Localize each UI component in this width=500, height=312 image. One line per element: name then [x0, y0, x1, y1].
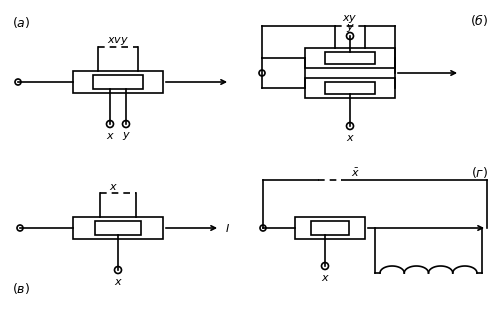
Text: $(б)$: $(б)$ — [470, 12, 488, 28]
Bar — [295, 217, 365, 239]
Bar — [311, 221, 349, 235]
Text: $x$: $x$ — [106, 131, 114, 141]
Bar — [325, 82, 375, 94]
Bar — [73, 217, 163, 239]
Text: $x$: $x$ — [320, 273, 330, 283]
Text: $xvy$: $xvy$ — [107, 35, 129, 47]
Text: $y$: $y$ — [346, 22, 354, 34]
Text: $\bar{x}$: $\bar{x}$ — [350, 167, 360, 179]
Bar — [95, 221, 141, 235]
Text: $y$: $y$ — [122, 130, 130, 142]
Text: $x$: $x$ — [114, 277, 122, 287]
Bar — [305, 78, 395, 98]
Text: $(в)$: $(в)$ — [12, 281, 30, 296]
Text: $x$: $x$ — [108, 182, 118, 192]
Bar — [73, 71, 163, 93]
Text: $(г)$: $(г)$ — [470, 165, 488, 180]
Bar — [305, 48, 395, 68]
Text: $I$: $I$ — [225, 222, 230, 234]
Text: $(а)$: $(а)$ — [12, 15, 30, 30]
Bar — [93, 75, 143, 89]
Text: $xy$: $xy$ — [342, 13, 358, 25]
Text: $x$: $x$ — [346, 133, 354, 143]
Bar — [325, 52, 375, 64]
